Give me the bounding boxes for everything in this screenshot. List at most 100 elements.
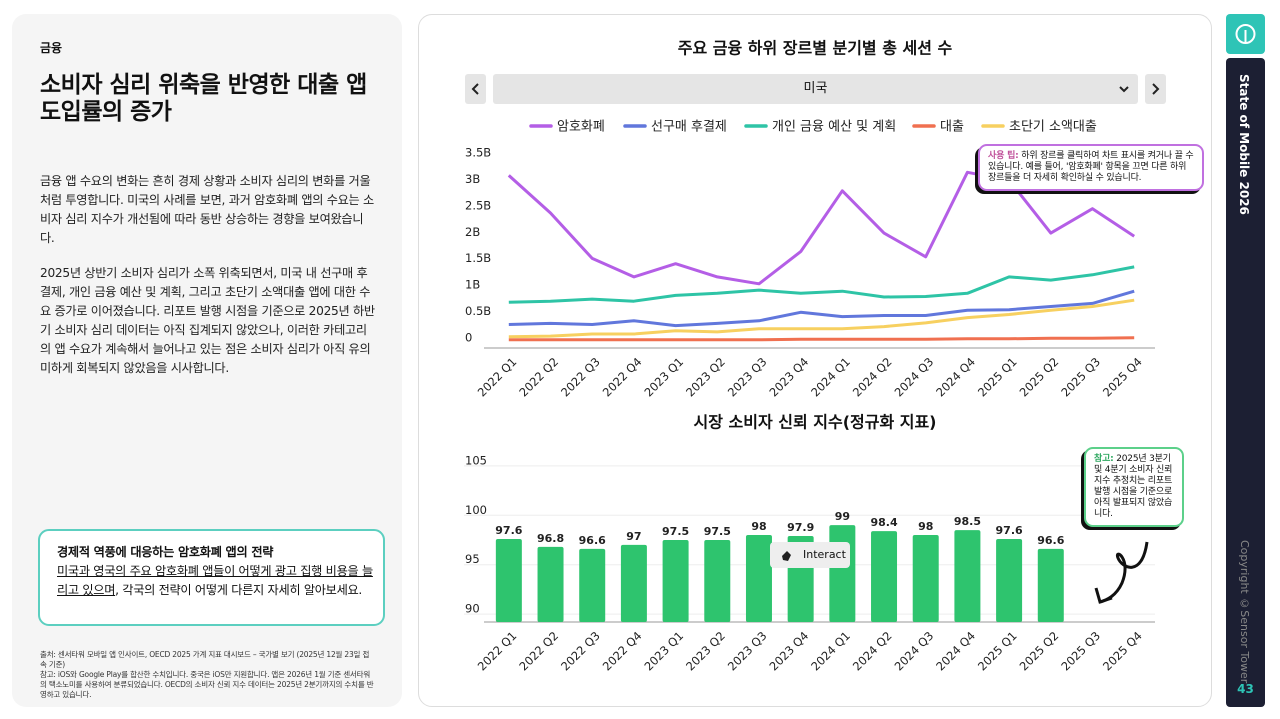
prev-icon	[471, 83, 479, 95]
tip-box: 사용 팁: 하위 장르를 클릭하여 차트 표시를 켜거나 끌 수 있습니다. 예…	[978, 144, 1204, 191]
bar	[745, 535, 772, 622]
series-line	[508, 298, 1135, 339]
x-tick-label: 2023 Q3	[725, 629, 770, 674]
x-tick-label: 2024 Q2	[850, 629, 895, 674]
callout[interactable]: 경제적 역풍에 대응하는 암호화폐 앱의 전략 미국과 영국의 주요 암호화폐 …	[38, 529, 385, 626]
x-tick-label: 2022 Q2	[516, 355, 561, 400]
callout-title: 경제적 역풍에 대응하는 암호화폐 앱의 전략	[57, 545, 274, 559]
legend-label: 개인 금융 예산 및 계획	[772, 120, 896, 135]
y-tick-label: 0	[465, 331, 472, 345]
tip-text: 하위 장르를 클릭하여 차트 표시를 켜거나 끌 수 있습니다. 예를 들어, …	[988, 151, 1194, 183]
y-tick-label: 0.5B	[465, 304, 491, 318]
legend-label: 암호화폐	[557, 120, 605, 135]
y-tick-label: 3B	[465, 172, 480, 186]
bar	[579, 548, 606, 622]
x-tick-label: 2024 Q4	[933, 355, 978, 400]
country-dropdown[interactable]: 미국	[493, 74, 1138, 104]
chart-title: 시장 소비자 신뢰 지수(정규화 지표)	[694, 413, 937, 432]
bar	[620, 544, 647, 622]
category: 금융	[40, 41, 63, 55]
x-tick-label: 2023 Q2	[683, 355, 728, 400]
x-tick-label: 2022 Q4	[600, 355, 645, 400]
x-tick-label: 2025 Q4	[1100, 355, 1145, 400]
bar	[1037, 548, 1064, 622]
page-number: 43	[1237, 682, 1254, 696]
series-line	[507, 170, 1136, 286]
value-label: 97.6	[495, 524, 522, 537]
y-tick-label: 95	[465, 552, 480, 566]
interact-label: Interact	[803, 548, 846, 561]
x-tick-label: 2023 Q1	[641, 629, 686, 674]
page-title: 소비자 심리 위축을 반영한 대출 앱 도입률의 증가	[40, 72, 367, 125]
y-tick-label: 1B	[465, 278, 480, 292]
legend-label: 초단기 소액대출	[1009, 120, 1097, 135]
series-line	[508, 265, 1135, 304]
note-arrow	[1094, 541, 1149, 604]
x-tick-label: 2022 Q2	[516, 629, 561, 674]
x-tick-label: 2025 Q1	[975, 355, 1020, 400]
x-tick-label: 2024 Q3	[892, 355, 937, 400]
legend-label: 대출	[940, 120, 964, 135]
x-tick-label: 2022 Q1	[475, 355, 520, 400]
prev-button[interactable]	[465, 74, 486, 104]
x-tick-label: 2024 Q1	[808, 629, 853, 674]
x-tick-label: 2024 Q3	[892, 629, 937, 674]
next-button[interactable]	[1145, 74, 1166, 104]
value-label: 96.8	[537, 532, 564, 545]
value-label: 97	[626, 530, 641, 543]
x-tick-label: 2023 Q4	[766, 629, 811, 674]
y-tick-label: 90	[465, 602, 480, 616]
next-icon	[1152, 83, 1160, 95]
x-tick-label: 2024 Q1	[808, 355, 853, 400]
value-label: 97.5	[704, 525, 731, 538]
footnote: 참고: iOS와 Google Play를 합산한 수치입니다. 중국은 iOS…	[40, 670, 374, 699]
x-tick-label: 2022 Q3	[558, 629, 603, 674]
callout-link[interactable]: 미국과 영국의 주요 암호화폐 앱들이 어떻게 광고 집행 비용을 늘리고 있으…	[57, 564, 373, 597]
x-tick-label: 2025 Q4	[1100, 629, 1145, 674]
x-tick-label: 2023 Q2	[683, 629, 728, 674]
series-line	[508, 336, 1135, 342]
interact-button[interactable]: Interact	[770, 542, 850, 568]
bar	[537, 546, 564, 622]
paragraph: 2025년 상반기 소비자 심리가 소폭 위축되면서, 미국 내 선구매 후결제…	[40, 266, 375, 375]
logo-box[interactable]	[1226, 14, 1265, 54]
paragraph: 금융 앱 수요의 변화는 흔히 경제 상황과 소비자 심리의 변화를 거울처럼 …	[40, 174, 374, 245]
note-text: 2025년 3분기 및 4분기 소비자 신뢰 지수 추정치는 리포트 발행 시점…	[1094, 454, 1173, 519]
x-tick-label: 2022 Q3	[558, 355, 603, 400]
y-tick-label: 2B	[465, 225, 480, 239]
bar	[912, 535, 939, 622]
x-tick-label: 2024 Q4	[933, 629, 978, 674]
y-tick-label: 2.5B	[465, 198, 491, 212]
x-tick-label: 2025 Q3	[1058, 355, 1103, 400]
hand-icon	[782, 551, 791, 561]
value-label: 98.4	[870, 516, 897, 529]
bar	[662, 539, 689, 622]
y-tick-label: 1.5B	[465, 251, 491, 265]
bar	[871, 531, 898, 622]
value-label: 98	[918, 520, 933, 533]
y-tick-label: 100	[465, 503, 487, 517]
x-tick-label: 2022 Q4	[600, 629, 645, 674]
callout-text: , 각국의 전략이 어떻게 다른지 자세히 알아보세요.	[115, 583, 362, 597]
y-tick-label: 3.5B	[465, 146, 491, 160]
tip-label: 사용 팁:	[988, 151, 1019, 161]
x-tick-label: 2023 Q1	[641, 355, 686, 400]
bar	[829, 525, 856, 622]
country: 미국	[803, 81, 828, 96]
logo	[1235, 24, 1256, 44]
sidebar	[1226, 58, 1265, 707]
x-tick-label: 2024 Q2	[850, 355, 895, 400]
x-tick-label: 2025 Q2	[1017, 355, 1062, 400]
bar	[996, 539, 1023, 622]
bar	[704, 539, 731, 622]
y-tick-label: 105	[465, 453, 487, 467]
x-tick-label: 2025 Q1	[975, 629, 1020, 674]
chevron	[1119, 86, 1129, 93]
x-tick-label: 2025 Q2	[1017, 629, 1062, 674]
footnote: 출처: 센서타워 모바일 앱 인사이트, OECD 2025 가계 지표 대시보…	[40, 650, 370, 669]
value-label: 96.6	[579, 534, 606, 547]
value-label: 97.5	[662, 525, 689, 538]
x-tick-label: 2023 Q3	[725, 355, 770, 400]
x-tick-label: 2023 Q4	[766, 355, 811, 400]
